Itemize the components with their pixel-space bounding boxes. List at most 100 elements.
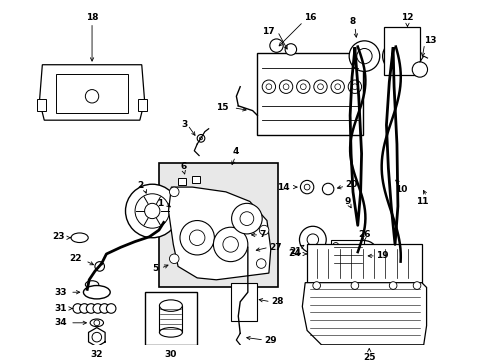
- Ellipse shape: [71, 233, 88, 243]
- Circle shape: [312, 282, 320, 289]
- Bar: [159, 163, 278, 287]
- Text: 30: 30: [164, 350, 177, 359]
- Text: 17: 17: [262, 27, 274, 36]
- Circle shape: [347, 80, 361, 93]
- Circle shape: [332, 256, 338, 262]
- Text: 20: 20: [345, 180, 357, 189]
- Text: 24: 24: [287, 249, 300, 258]
- Circle shape: [85, 90, 99, 103]
- Ellipse shape: [90, 319, 103, 327]
- Ellipse shape: [159, 328, 182, 337]
- Circle shape: [283, 84, 288, 90]
- Text: 21: 21: [289, 247, 301, 256]
- Text: 33: 33: [54, 288, 67, 297]
- Bar: [37, 99, 46, 111]
- Circle shape: [144, 203, 160, 219]
- Text: 25: 25: [362, 353, 375, 360]
- Text: 22: 22: [69, 254, 82, 263]
- Text: 23: 23: [52, 232, 65, 241]
- Circle shape: [189, 230, 204, 246]
- Circle shape: [285, 44, 296, 55]
- Text: 12: 12: [400, 13, 413, 22]
- Text: 34: 34: [54, 318, 67, 327]
- Text: 3: 3: [181, 121, 187, 130]
- Bar: [56, 74, 128, 113]
- Circle shape: [231, 203, 262, 234]
- Circle shape: [135, 194, 169, 228]
- Text: 28: 28: [270, 297, 283, 306]
- Text: 29: 29: [264, 336, 276, 345]
- Circle shape: [197, 135, 204, 142]
- Circle shape: [269, 39, 283, 52]
- Circle shape: [296, 80, 309, 93]
- Ellipse shape: [159, 300, 182, 311]
- Circle shape: [334, 84, 340, 90]
- Text: 9: 9: [344, 197, 350, 206]
- Circle shape: [92, 332, 102, 342]
- Circle shape: [180, 221, 214, 255]
- Text: 18: 18: [85, 13, 98, 22]
- Circle shape: [356, 49, 371, 64]
- Circle shape: [348, 41, 379, 71]
- Circle shape: [86, 304, 96, 313]
- Polygon shape: [302, 283, 426, 345]
- Circle shape: [95, 262, 104, 271]
- Bar: [383, 27, 419, 75]
- Circle shape: [73, 304, 82, 313]
- Text: 19: 19: [375, 251, 388, 260]
- Circle shape: [389, 49, 405, 64]
- Circle shape: [80, 304, 89, 313]
- Text: 31: 31: [54, 304, 67, 313]
- Circle shape: [93, 304, 102, 313]
- Circle shape: [382, 41, 412, 71]
- Circle shape: [330, 80, 344, 93]
- Circle shape: [169, 187, 179, 197]
- Text: 27: 27: [268, 243, 281, 252]
- Circle shape: [265, 84, 271, 90]
- Text: 26: 26: [358, 230, 370, 239]
- Text: 8: 8: [349, 17, 355, 26]
- Polygon shape: [40, 65, 144, 120]
- Circle shape: [306, 234, 318, 246]
- Circle shape: [279, 80, 292, 93]
- Circle shape: [304, 184, 309, 190]
- Bar: [138, 99, 147, 111]
- Circle shape: [169, 254, 179, 264]
- Ellipse shape: [85, 281, 99, 288]
- Circle shape: [350, 240, 377, 267]
- Circle shape: [199, 137, 202, 140]
- Text: 11: 11: [415, 197, 427, 206]
- Text: 4: 4: [232, 147, 238, 156]
- Circle shape: [232, 227, 247, 243]
- Bar: [230, 283, 257, 321]
- Bar: [178, 177, 185, 185]
- Circle shape: [237, 232, 243, 238]
- Circle shape: [332, 243, 338, 248]
- Bar: [330, 240, 364, 273]
- Text: 5: 5: [152, 264, 159, 273]
- Text: 6: 6: [180, 162, 186, 171]
- Circle shape: [300, 180, 313, 194]
- Bar: [144, 292, 197, 345]
- Circle shape: [350, 282, 358, 289]
- Circle shape: [358, 248, 369, 260]
- Circle shape: [299, 226, 325, 253]
- Circle shape: [106, 304, 116, 313]
- Circle shape: [262, 80, 275, 93]
- Circle shape: [125, 184, 179, 238]
- Bar: [192, 176, 200, 183]
- Text: 32: 32: [90, 350, 103, 359]
- Text: 10: 10: [394, 185, 406, 194]
- Text: 13: 13: [423, 36, 435, 45]
- Circle shape: [351, 84, 357, 90]
- Text: 15: 15: [216, 103, 228, 112]
- Text: 7: 7: [259, 230, 265, 239]
- Circle shape: [412, 282, 420, 289]
- Text: 14: 14: [276, 183, 289, 192]
- Circle shape: [240, 212, 253, 225]
- Circle shape: [411, 62, 427, 77]
- Polygon shape: [168, 187, 270, 280]
- Circle shape: [313, 80, 326, 93]
- Text: 16: 16: [303, 13, 316, 22]
- Circle shape: [322, 183, 333, 195]
